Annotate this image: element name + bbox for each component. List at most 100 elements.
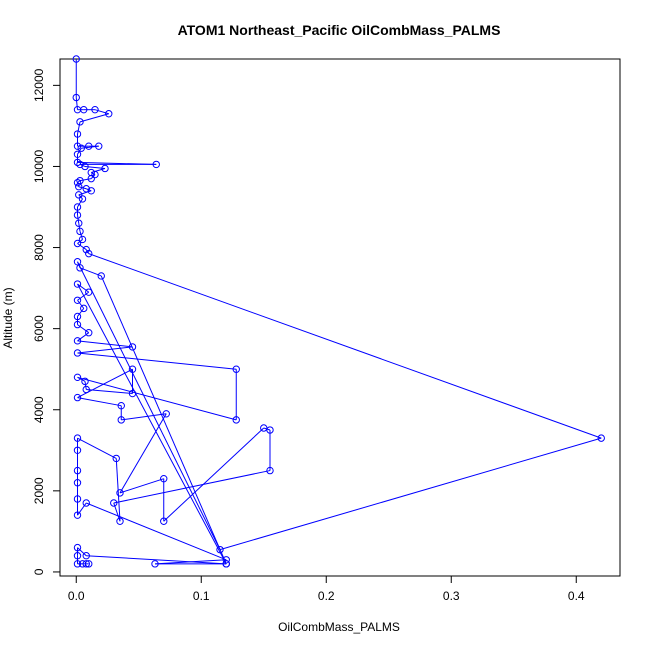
- series-line-segment: [79, 267, 102, 277]
- data-point: [152, 160, 160, 169]
- data-point: [73, 373, 82, 382]
- data-point: [82, 385, 90, 394]
- series-line-segment: [78, 223, 81, 232]
- series-line-segment: [86, 502, 227, 561]
- series-line-segment: [79, 163, 86, 167]
- data-point: [73, 349, 82, 357]
- series-line-segment: [113, 470, 271, 504]
- data-point: [81, 377, 89, 386]
- x-tick-label: 0.3: [443, 589, 460, 603]
- series-line-segment: [77, 332, 90, 342]
- data-point: [110, 499, 118, 507]
- series-line-segment: [86, 388, 133, 395]
- data-point: [73, 142, 82, 150]
- series-line-segment: [77, 215, 80, 224]
- data-point: [85, 249, 93, 258]
- data-point: [266, 466, 274, 475]
- series-line-segment: [86, 555, 227, 565]
- data-point: [73, 150, 82, 158]
- data-point: [72, 93, 80, 102]
- data-point: [128, 343, 137, 351]
- series-points: [72, 55, 605, 568]
- data-point: [151, 560, 159, 568]
- series-line-segment: [77, 340, 133, 348]
- y-tick-label: 8000: [32, 234, 46, 261]
- data-point: [76, 160, 84, 169]
- data-point: [91, 170, 99, 179]
- data-point: [73, 466, 82, 475]
- data-point: [73, 434, 82, 442]
- data-point: [73, 393, 82, 402]
- series-line-segment: [77, 376, 86, 382]
- x-tick-label: 0.2: [318, 589, 335, 603]
- series-line-segment: [219, 437, 602, 551]
- data-point: [82, 552, 90, 560]
- series-line-segment: [78, 190, 92, 196]
- data-point: [75, 191, 83, 199]
- data-point: [76, 227, 84, 236]
- data-point: [75, 219, 83, 227]
- chart-title: ATOM1 Northeast_Pacific OilCombMass_PALM…: [178, 22, 501, 38]
- data-point: [101, 164, 109, 173]
- data-point: [73, 280, 82, 288]
- data-point: [160, 474, 168, 483]
- data-point: [73, 552, 82, 560]
- series-line-segment: [77, 180, 81, 184]
- data-point: [73, 337, 82, 345]
- x-tick-label: 0.0: [68, 589, 85, 603]
- series-line-segment: [77, 397, 122, 407]
- data-point: [73, 130, 82, 138]
- data-point: [73, 258, 82, 266]
- data-point: [216, 545, 224, 554]
- data-point: [82, 499, 90, 507]
- series-line-segment: [94, 109, 109, 115]
- series-line-segment: [77, 352, 237, 370]
- series-line-segment: [77, 243, 87, 250]
- series-line-segment: [77, 261, 221, 550]
- data-point: [91, 105, 99, 114]
- y-tick-label: 10000: [32, 149, 46, 183]
- series-line-segment: [79, 231, 83, 240]
- x-axis: 0.0 0.1 0.2 0.3 0.4: [68, 575, 585, 603]
- series-line-segment: [100, 275, 227, 565]
- series-line-segment: [79, 178, 92, 182]
- data-point: [87, 187, 95, 195]
- data-point: [222, 560, 230, 568]
- x-axis-title: OilCombMass_PALMS: [278, 620, 400, 634]
- data-point: [81, 162, 89, 171]
- data-point: [85, 142, 93, 150]
- series-line-segment: [86, 188, 92, 192]
- data-point: [87, 174, 95, 183]
- series-line-segment: [84, 381, 87, 390]
- series-line-segment: [77, 198, 83, 208]
- series-line-segment: [79, 113, 109, 123]
- data-point: [76, 118, 84, 126]
- data-point: [112, 454, 120, 463]
- data-point: [73, 495, 82, 503]
- series-line-segment: [77, 346, 133, 354]
- y-tick-label: 4000: [32, 396, 46, 423]
- data-point: [85, 329, 93, 337]
- data-point: [73, 479, 82, 487]
- data-point: [128, 389, 137, 398]
- series-line-segment: [77, 299, 85, 309]
- data-point: [128, 365, 137, 373]
- data-point: [73, 296, 82, 304]
- data-point: [73, 239, 82, 248]
- data-point: [82, 245, 90, 254]
- data-point: [117, 401, 125, 410]
- data-point: [73, 211, 82, 219]
- data-point: [72, 55, 80, 63]
- series-line-segment: [77, 291, 90, 301]
- data-point: [105, 110, 113, 118]
- series-line-segment: [163, 427, 265, 522]
- data-point: [80, 304, 88, 313]
- series-line-segment: [77, 502, 87, 516]
- data-point: [82, 185, 90, 193]
- data-point: [80, 105, 88, 114]
- series-line-segment: [77, 121, 81, 135]
- y-tick-label: 2000: [32, 477, 46, 504]
- series-line-segment: [77, 283, 227, 565]
- data-point: [73, 511, 82, 519]
